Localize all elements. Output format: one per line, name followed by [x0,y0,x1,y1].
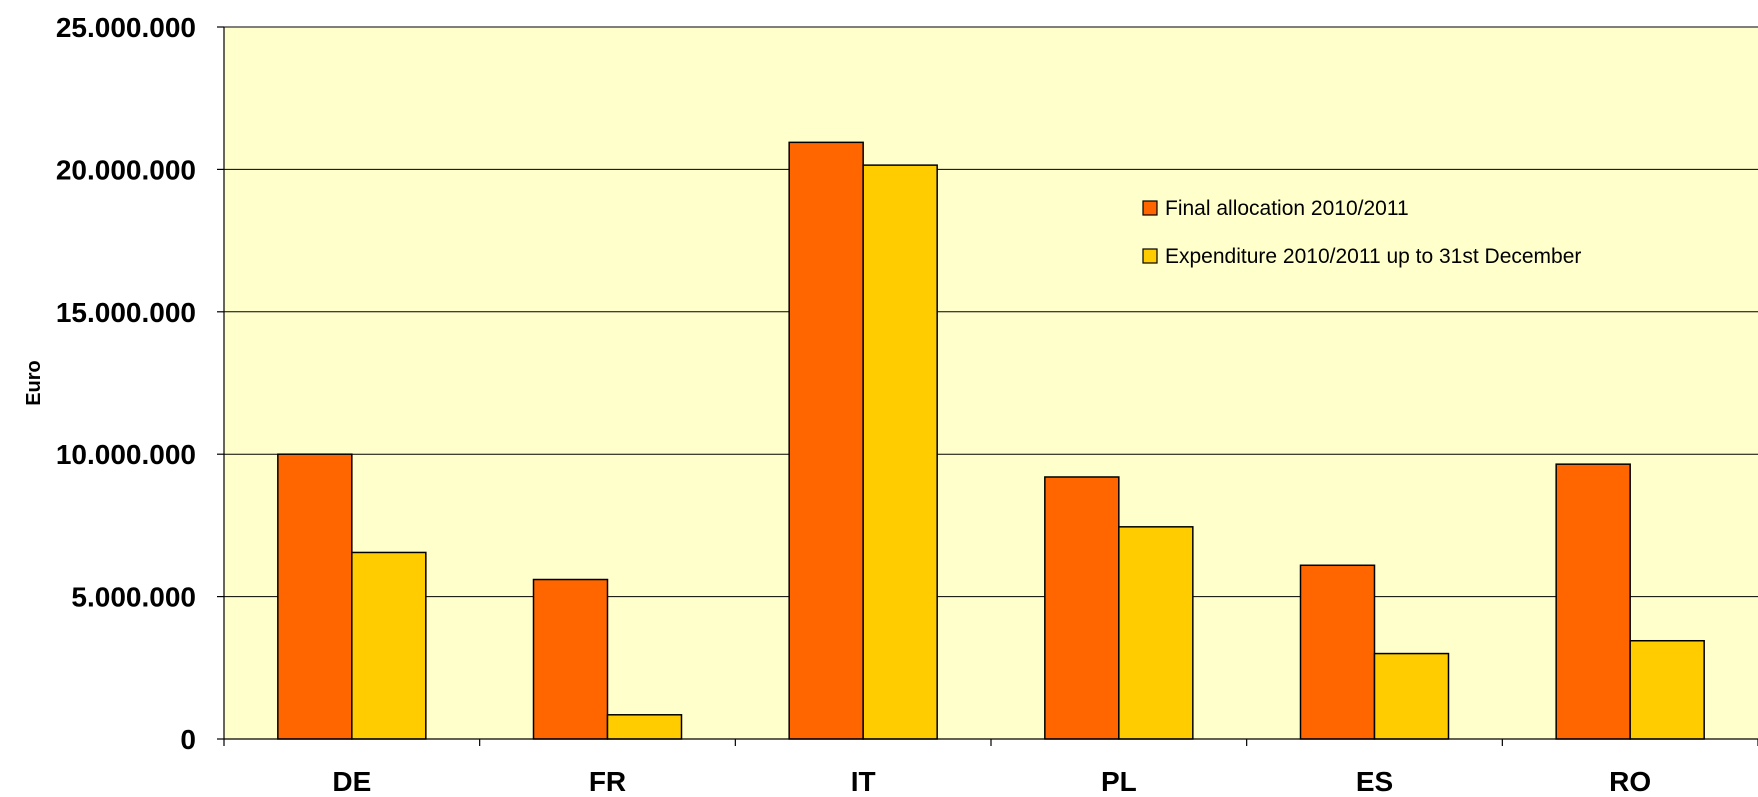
bar-ro-series-1 [1555,463,1631,740]
bar-pl-series-1 [1044,476,1120,740]
bar-pl-series-2 [1118,526,1194,740]
y-tick-label: 25.000.000 [56,12,196,43]
bar-fr-series-1 [532,578,609,740]
bar-fr-series-2 [606,714,683,740]
x-tick-label: IT [851,766,876,797]
legend-swatch-1 [1142,200,1158,216]
x-tick-label: PL [1101,766,1137,797]
bar-de-series-1 [277,453,353,740]
legend-label-1: Final allocation 2010/2011 [1165,197,1409,220]
y-tick-label: 10.000.000 [56,439,196,470]
x-tick-label: DE [332,766,371,797]
bar-ro-series-2 [1629,639,1705,740]
legend: Final allocation 2010/2011 Expenditure 20… [1142,197,1581,268]
x-tick-label: ES [1356,766,1393,797]
x-tick-label: RO [1609,766,1651,797]
bar-it-series-2 [862,164,938,740]
gridlines [224,26,1758,598]
bars [277,141,1705,740]
bar-it-series-1 [788,141,864,740]
legend-label-2: Expenditure 2010/2011 up to 31st Decembe… [1165,245,1581,268]
bar-es-series-2 [1373,652,1450,740]
y-tick-label: 15.000.000 [56,297,196,328]
plot-area [224,27,1758,739]
y-axis-label: Euro [23,360,45,406]
y-tick-labels: 0 5.000.000 10.000.000 15.000.000 20.000.000… [56,12,196,755]
axes [217,26,1758,746]
y-tick-label: 0 [180,724,196,755]
y-tick-label: 20.000.000 [56,154,196,185]
bar-de-series-2 [351,551,427,740]
y-tick-label: 5.000.000 [71,582,196,613]
legend-swatch-2 [1142,248,1158,264]
x-tick-label: FR [589,766,626,797]
x-tick-labels: DE FR IT PL ES RO [332,766,1651,797]
bar-es-series-1 [1299,564,1376,740]
